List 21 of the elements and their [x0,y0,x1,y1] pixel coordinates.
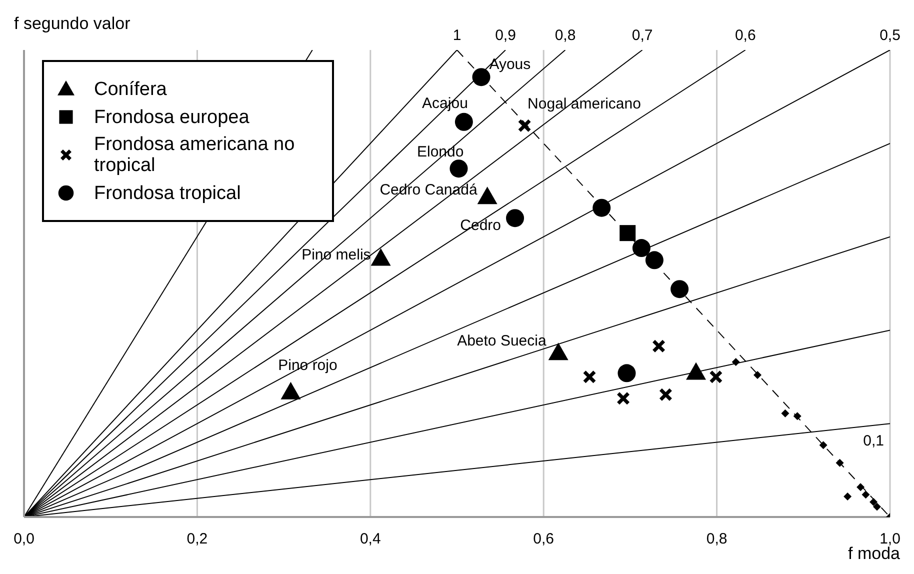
annotation: Nogal americano [528,96,641,113]
series-label: 0,9 [495,27,516,44]
annotation: Abeto Suecia [457,332,547,350]
legend-label: Frondosa tropical [94,182,241,204]
annotation: Ayous [489,56,531,74]
annotation: Pino rojo [278,356,338,374]
series-label: 1 [452,27,462,44]
y-axis-title: f segundo valor [14,14,130,34]
legend-label: Frondosa americana no tropical [94,134,296,176]
x-tick-label: 0,2 [186,530,208,548]
series-label: 0,5 [880,27,900,44]
series-label: 0,7 [632,27,653,44]
legend-label: Conífera [94,78,167,100]
x-tick-label: 0,6 [533,530,554,548]
legend-label: Frondosa europea [94,106,250,128]
x-tick-label: 0,4 [360,530,381,548]
x-tick-label: 0,0 [14,530,34,548]
x-tick-label: 0,8 [706,530,728,548]
series-label: 0,6 [734,27,756,44]
series-label: 0,8 [554,27,576,44]
series-label: 0,1 [863,432,884,450]
